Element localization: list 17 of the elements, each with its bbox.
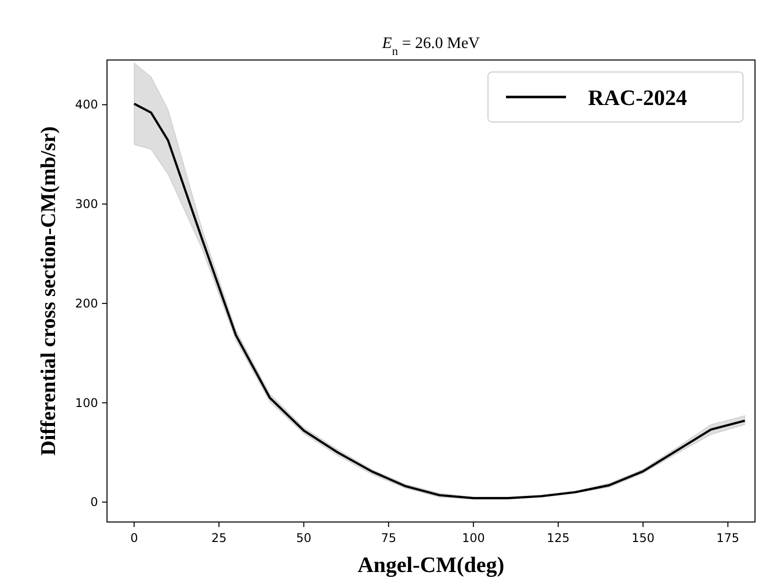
x-tick-label: 0	[130, 531, 138, 545]
x-tick-label: 175	[716, 531, 740, 545]
y-tick-label: 200	[75, 296, 98, 310]
y-tick-label: 100	[75, 396, 98, 410]
x-tick-label: 150	[632, 531, 654, 545]
chart-title: E$_{n}$ = 26.0 MeV	[381, 35, 480, 58]
x-tick-label: 50	[296, 531, 312, 545]
y-axis-title: Differential cross section-CM(mb/sr)	[36, 126, 60, 456]
legend-label: RAC-2024	[588, 85, 687, 110]
x-axis-title: Angel-CM(deg)	[358, 552, 504, 577]
x-tick-label: 125	[546, 531, 570, 545]
y-tick-label: 400	[75, 98, 98, 112]
x-tick-label: 25	[211, 531, 227, 545]
x-tick-label: 100	[462, 531, 485, 545]
x-tick-label: 75	[380, 531, 396, 545]
y-tick-label: 0	[90, 495, 98, 510]
y-tick-label: 300	[75, 197, 98, 212]
